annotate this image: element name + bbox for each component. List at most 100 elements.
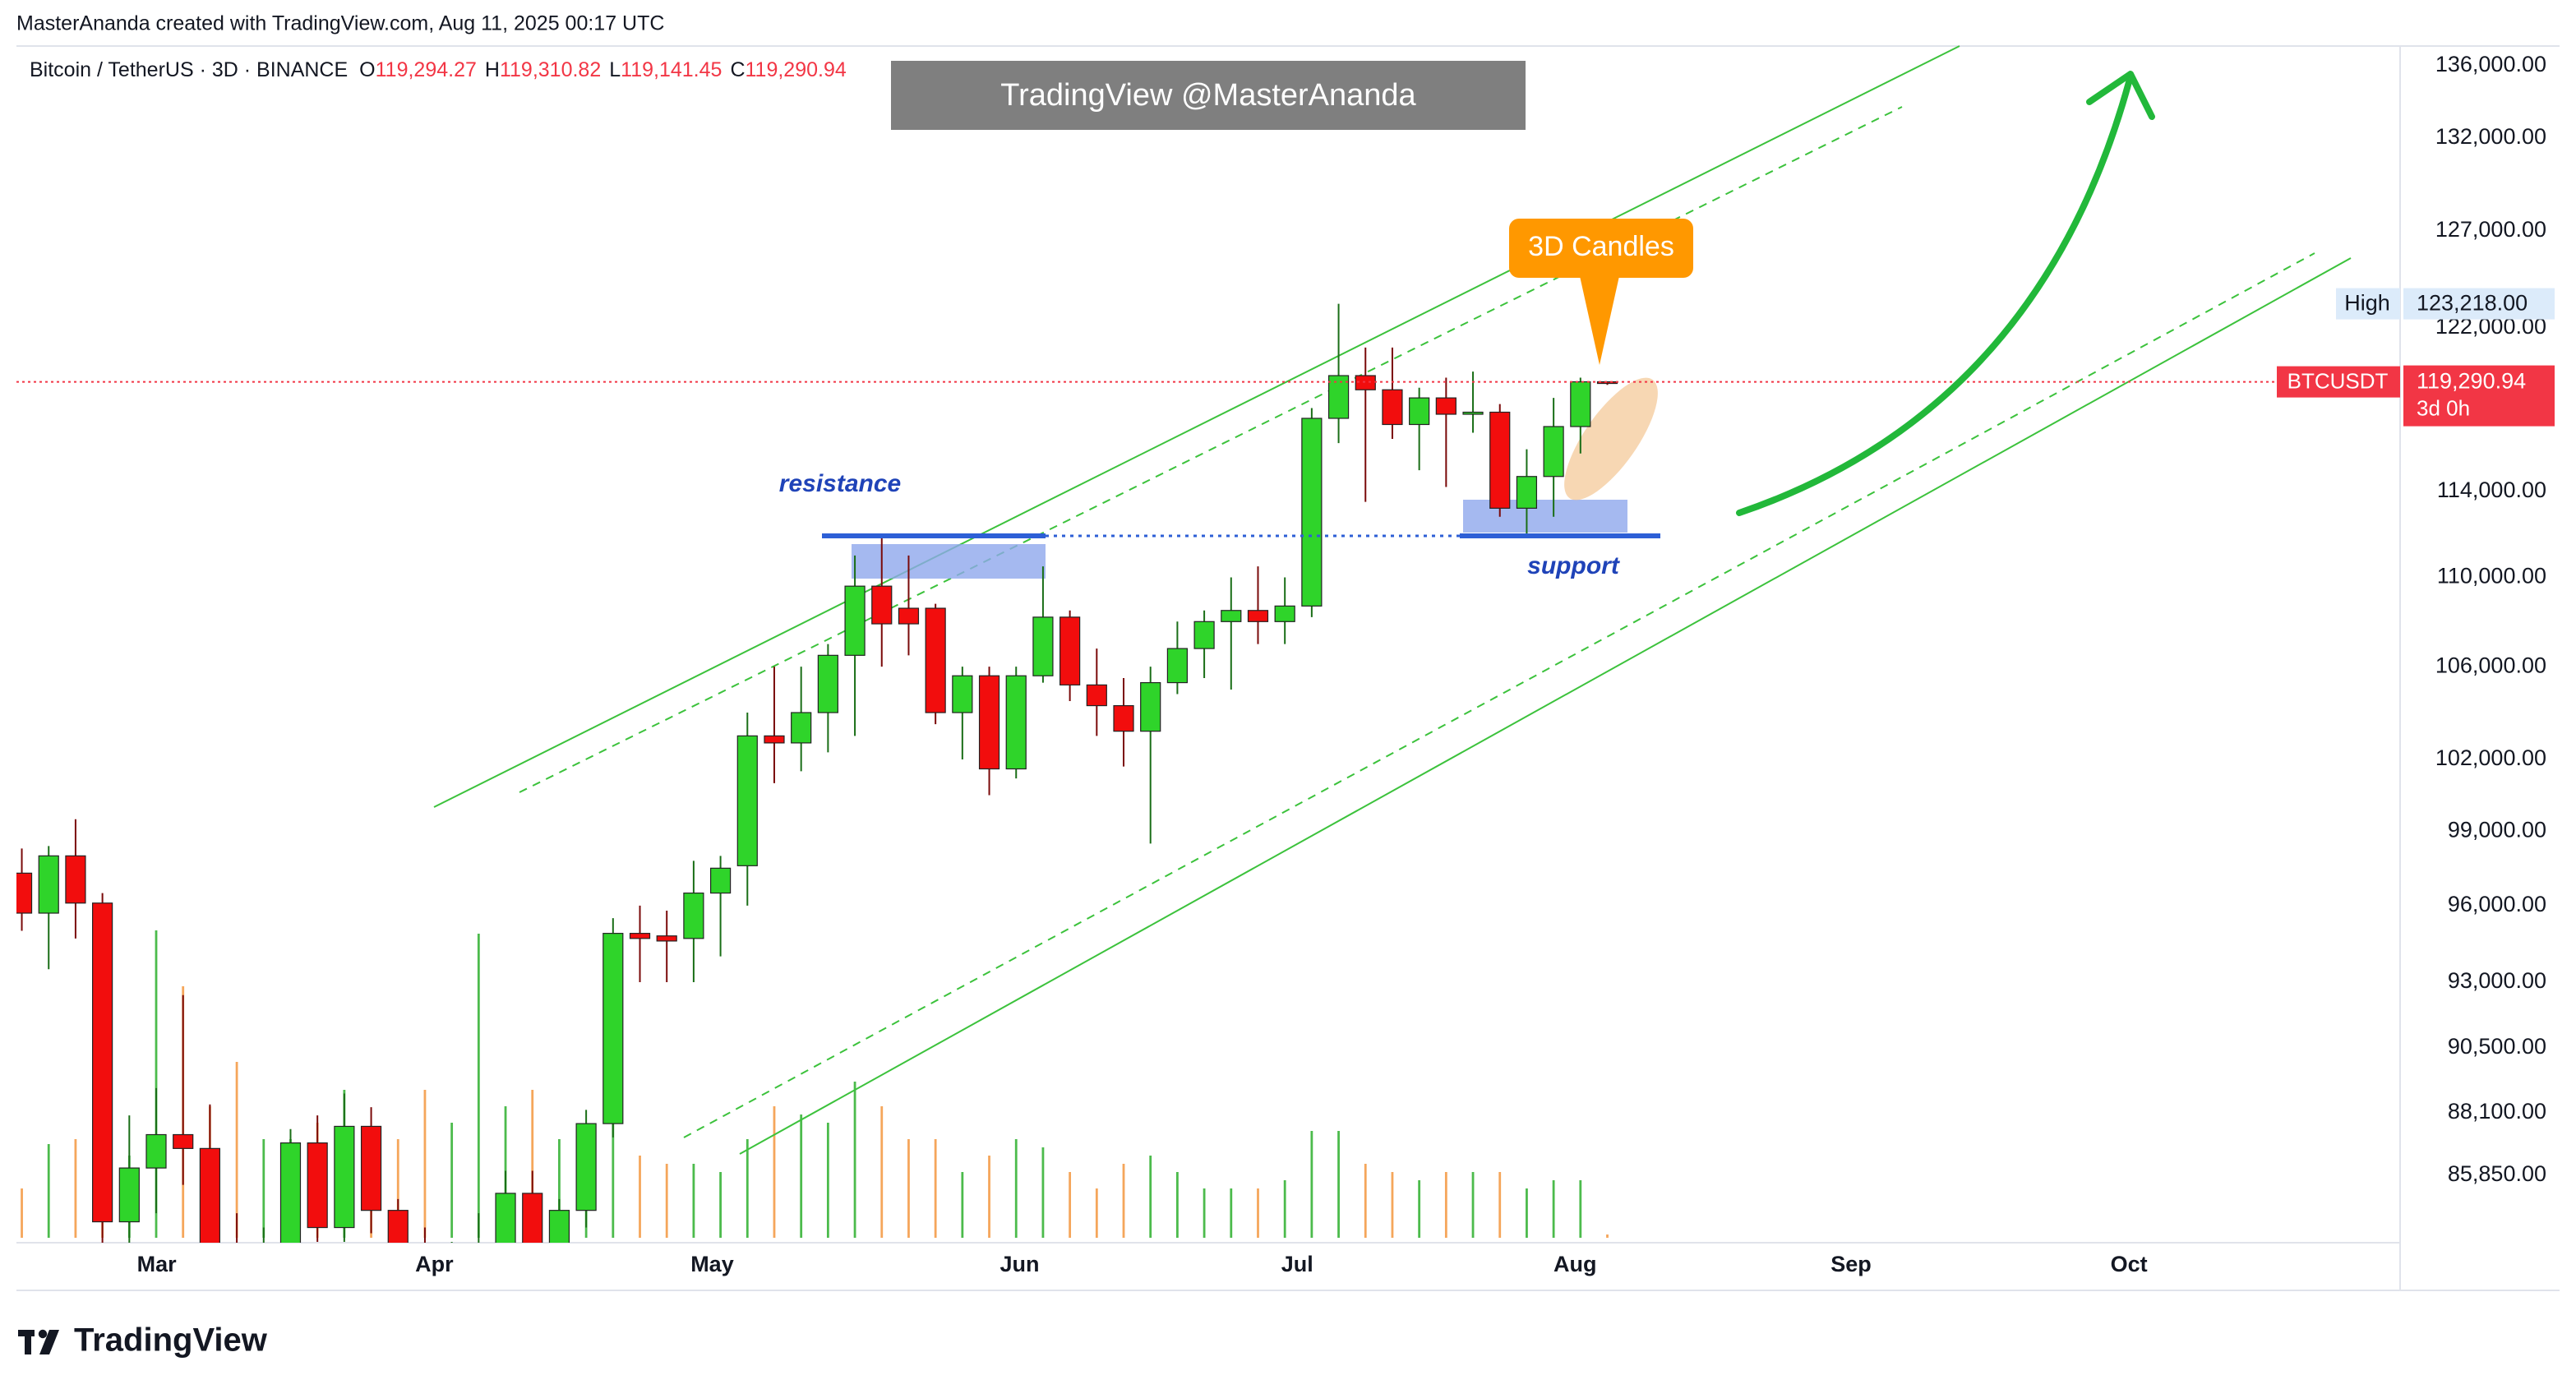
y-tick-label: 93,000.00	[2448, 968, 2546, 993]
candle-body	[1247, 610, 1269, 622]
callout-box	[1509, 219, 1693, 278]
candle-body	[360, 1125, 382, 1211]
candle-body	[65, 855, 86, 904]
x-tick-label: Jul	[1281, 1252, 1313, 1276]
price-tag-countdown: 3d 0h	[2417, 395, 2470, 420]
watermark-box	[891, 61, 1526, 130]
resistance-label: resistance	[779, 470, 901, 497]
candle-body	[575, 1123, 597, 1211]
candle-body	[871, 585, 893, 625]
ohlc-key: L	[609, 58, 621, 81]
y-tick-label: 99,000.00	[2448, 818, 2546, 842]
high-value-tag	[2403, 288, 2555, 320]
symbol-line: Bitcoin / TetherUS · 3D · BINANCE O 119,29…	[30, 58, 847, 81]
candle-body	[1489, 411, 1511, 509]
ohlc-value: 119,141.45	[621, 58, 722, 81]
support-label: support	[1527, 552, 1621, 579]
candle-body	[978, 675, 1000, 770]
ohlc-key: H	[485, 58, 500, 81]
candle-body	[952, 675, 973, 713]
symbol: Bitcoin / TetherUS · 3D · BINANCE	[30, 58, 348, 81]
candle-body	[1516, 476, 1538, 509]
y-tick-label: 88,100.00	[2448, 1099, 2546, 1124]
candle-body	[898, 607, 920, 625]
y-tick-label: 110,000.00	[2437, 564, 2546, 588]
candle-body	[709, 867, 732, 894]
channel-lower	[739, 257, 2352, 1155]
candle-body	[522, 1193, 543, 1243]
candle-body	[736, 735, 758, 866]
candle-body	[1221, 610, 1242, 622]
candle-body	[764, 735, 785, 744]
callout-text: 3D Candles	[1528, 231, 1674, 262]
high-tag-text: High	[2344, 291, 2390, 316]
candle-body	[145, 1133, 167, 1169]
y-tick-label: 132,000.00	[2435, 124, 2546, 149]
brand-logo: TradingView	[18, 1322, 268, 1359]
y-tick-label: 136,000.00	[2435, 52, 2546, 76]
candle-body	[1193, 621, 1215, 649]
x-tick-label: Jun	[999, 1252, 1039, 1276]
x-tick-label: May	[690, 1252, 734, 1276]
candle-body	[548, 1210, 570, 1243]
candle-body	[1570, 381, 1591, 427]
candle-body	[199, 1147, 221, 1243]
candle-body	[1005, 675, 1027, 770]
x-tick-label: Aug	[1553, 1252, 1596, 1276]
y-tick-label: 96,000.00	[2448, 892, 2546, 916]
price-tag-value: 119,290.94	[2417, 369, 2526, 394]
y-tick-label: 102,000.00	[2435, 745, 2546, 770]
brand: TradingView	[74, 1322, 268, 1359]
y-tick-label: 85,850.00	[2448, 1161, 2546, 1186]
x-tick-label: Oct	[2111, 1252, 2148, 1276]
candle-body	[602, 933, 624, 1124]
callout-pointer	[1580, 276, 1619, 365]
candle-body	[656, 935, 677, 942]
channel-lower-dashed	[683, 252, 2315, 1138]
candle-body	[173, 1133, 194, 1149]
candle-body	[495, 1193, 516, 1243]
candle-body	[1274, 605, 1295, 622]
logo-part	[39, 1330, 59, 1354]
candle-body	[16, 872, 33, 914]
symbol-tag	[2277, 366, 2400, 398]
candle-body	[1382, 389, 1403, 426]
candle-body	[1301, 418, 1323, 607]
candle-body	[629, 933, 651, 939]
candle-body	[1113, 704, 1134, 732]
candle-body	[683, 892, 704, 939]
x-tick-label: Apr	[415, 1252, 454, 1276]
candle-body	[1409, 397, 1430, 426]
resistance-zone	[852, 544, 1046, 579]
candle-body	[118, 1167, 140, 1223]
candle-body	[1435, 397, 1457, 415]
candle-body	[1327, 375, 1350, 419]
ohlc-value: 119,290.94	[746, 58, 847, 81]
high-value-text: 123,218.00	[2417, 291, 2528, 316]
ohlc-key: O	[359, 58, 375, 81]
candle-body	[817, 654, 838, 713]
y-tick-label: 106,000.00	[2435, 653, 2546, 677]
ohlc-value: 119,310.82	[500, 58, 601, 81]
ohlc-key: C	[730, 58, 745, 81]
candle-body	[1032, 616, 1054, 676]
logo-part	[38, 1329, 48, 1339]
candle-body	[1059, 616, 1081, 685]
candle-body	[38, 855, 59, 914]
highlight	[1564, 377, 1658, 501]
watermark: TradingView @MasterAnanda	[1000, 78, 1416, 113]
channel-upper	[433, 45, 1960, 808]
channel-upper-dashed	[519, 106, 1903, 793]
high-tag	[2336, 288, 2400, 320]
arrow-curve	[1736, 79, 2132, 516]
candle-body	[1086, 684, 1107, 707]
logo-part	[25, 1330, 31, 1354]
candle-body	[1166, 648, 1189, 684]
candle-body	[92, 902, 113, 1223]
credit: MasterAnanda created with TradingView.co…	[16, 12, 664, 35]
candle-body	[387, 1210, 409, 1243]
